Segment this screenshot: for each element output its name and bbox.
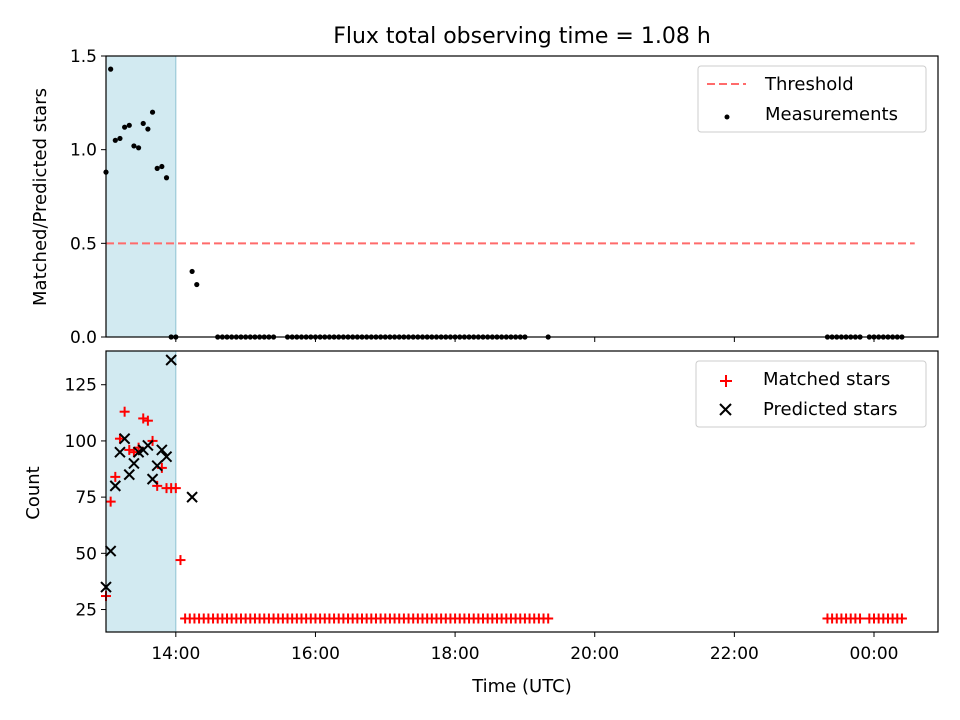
measurements-legend-swatch — [724, 114, 730, 120]
predicted-legend-label: Predicted stars — [763, 399, 897, 420]
predicted-star-stroke-b — [109, 480, 122, 492]
predicted-legend-swatch — [719, 403, 732, 416]
matched-star-point — [110, 471, 121, 482]
x-tick-label: 16:00 — [291, 644, 340, 664]
measurement-point — [126, 122, 132, 128]
bottom-panel: 25 50 75 100 125 14:00 16:00 18:00 20:00 22:00 00:… — [23, 350, 939, 697]
measurement-point — [194, 281, 200, 288]
matched-star-point — [124, 444, 135, 455]
predicted-star-stroke-b — [160, 450, 173, 463]
shaded-span — [105, 55, 177, 338]
bottom-legend-frame — [695, 360, 927, 428]
matched-star-point — [138, 413, 149, 424]
predicted-star-stroke-b — [142, 439, 154, 452]
predicted-star-point — [165, 354, 177, 366]
figure-title: Flux total observing time = 1.08 h — [333, 24, 711, 49]
measurement-point — [145, 126, 151, 132]
predicted-star-stroke-b — [146, 473, 159, 485]
measurements-legend-label: Measurements — [765, 104, 898, 125]
predicted-star-point — [160, 450, 173, 463]
measurement-point — [135, 145, 142, 151]
x-tick-label: 22:00 — [710, 644, 759, 664]
predicted-star-stroke-b — [114, 446, 126, 458]
predicted-star-point — [128, 457, 140, 470]
measurement-point — [131, 143, 137, 149]
measurement-point — [108, 66, 114, 72]
measurement-point — [189, 268, 195, 275]
predicted-star-stroke-b — [123, 468, 135, 481]
measurement-point — [112, 137, 118, 143]
matched-star-point — [896, 613, 907, 624]
top-legend-frame — [697, 65, 927, 133]
y-tick-label: 0.0 — [70, 328, 97, 348]
y-tick-label: 50 — [75, 544, 97, 564]
y-tick-label: 125 — [65, 376, 97, 396]
predicted-star-point — [118, 432, 131, 445]
predicted-star-point — [142, 439, 154, 452]
predicted-star-point — [151, 459, 163, 472]
x-tick-label: 20:00 — [570, 644, 619, 664]
y-tick-label: 25 — [75, 601, 97, 621]
measurement-point — [149, 109, 156, 115]
matched-star-point — [543, 613, 554, 624]
bottom-ylabel: Count — [23, 466, 44, 519]
measurement-point — [122, 124, 128, 130]
matched-legend-swatch — [720, 375, 732, 387]
top-legend: Threshold Measurements — [697, 65, 927, 133]
predicted-star-point — [186, 491, 198, 503]
bottom-legend: Matched stars Predicted stars — [695, 360, 927, 428]
threshold-legend-label: Threshold — [764, 74, 854, 95]
x-tick-label: 00:00 — [850, 644, 899, 664]
predicted-star-point — [109, 480, 122, 492]
measurement-point — [140, 120, 146, 127]
matched-star-point — [105, 496, 116, 507]
measurement-point — [159, 163, 165, 170]
matched-star-point — [175, 555, 186, 566]
matched-star-point — [142, 415, 153, 426]
measurement-point — [154, 165, 160, 171]
measurement-point — [163, 175, 170, 181]
predicted-star-point — [146, 473, 159, 485]
predicted-star-point — [156, 444, 168, 456]
x-tick-label: 14:00 — [151, 644, 200, 664]
predicted-star-stroke-b — [104, 545, 117, 557]
bottom-axes-frame — [105, 350, 939, 633]
matched-star-point — [855, 613, 866, 624]
y-tick-label: 1.0 — [70, 141, 97, 161]
y-tick-label: 1.5 — [70, 47, 97, 67]
predicted-star-stroke-b — [186, 491, 198, 503]
measurement-point — [117, 135, 123, 142]
top-panel: 0.0 0.5 1.0 1.5 Matched/Predicted stars Thr… — [30, 47, 939, 348]
y-tick-label: 100 — [65, 432, 97, 452]
y-tick-label: 0.5 — [70, 234, 97, 254]
matched-star-point — [119, 406, 130, 417]
predicted-star-point — [104, 545, 117, 557]
predicted-star-stroke-b — [118, 432, 131, 445]
predicted-star-stroke-b — [156, 444, 168, 456]
top-axes-frame — [105, 55, 939, 338]
x-tick-label: 18:00 — [431, 644, 480, 664]
predicted-star-point — [114, 446, 126, 458]
top-ylabel: Matched/Predicted stars — [30, 88, 51, 306]
matched-star-point — [170, 483, 181, 494]
x-axis-label: Time (UTC) — [471, 676, 572, 697]
predicted-star-stroke-b — [165, 354, 177, 366]
y-tick-label: 75 — [75, 488, 97, 508]
predicted-star-stroke-b — [128, 457, 140, 470]
matched-legend-label: Matched stars — [763, 369, 890, 390]
predicted-star-stroke-b — [151, 459, 163, 472]
shaded-span — [105, 350, 177, 633]
predicted-star-point — [123, 468, 135, 481]
